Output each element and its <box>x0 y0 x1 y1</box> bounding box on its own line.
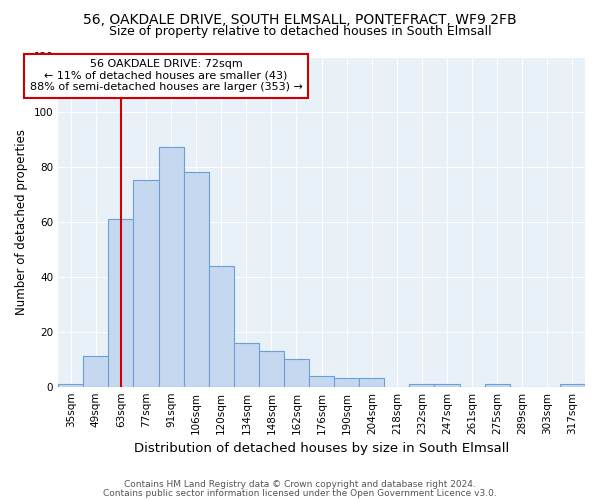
Text: 56 OAKDALE DRIVE: 72sqm
← 11% of detached houses are smaller (43)
88% of semi-de: 56 OAKDALE DRIVE: 72sqm ← 11% of detache… <box>29 59 302 92</box>
Bar <box>309 376 334 386</box>
Bar <box>158 148 184 386</box>
Bar <box>259 351 284 386</box>
Bar <box>560 384 585 386</box>
Bar <box>109 219 133 386</box>
Bar <box>284 359 309 386</box>
Bar <box>58 384 83 386</box>
Text: Contains public sector information licensed under the Open Government Licence v3: Contains public sector information licen… <box>103 488 497 498</box>
Bar <box>83 356 109 386</box>
Y-axis label: Number of detached properties: Number of detached properties <box>15 128 28 314</box>
Bar <box>485 384 510 386</box>
Bar <box>209 266 234 386</box>
Text: Contains HM Land Registry data © Crown copyright and database right 2024.: Contains HM Land Registry data © Crown c… <box>124 480 476 489</box>
Bar <box>234 342 259 386</box>
Bar <box>334 378 359 386</box>
Bar <box>434 384 460 386</box>
Text: Size of property relative to detached houses in South Elmsall: Size of property relative to detached ho… <box>109 25 491 38</box>
Bar <box>359 378 385 386</box>
Text: 56, OAKDALE DRIVE, SOUTH ELMSALL, PONTEFRACT, WF9 2FB: 56, OAKDALE DRIVE, SOUTH ELMSALL, PONTEF… <box>83 12 517 26</box>
Bar <box>409 384 434 386</box>
Bar <box>184 172 209 386</box>
Bar <box>133 180 158 386</box>
X-axis label: Distribution of detached houses by size in South Elmsall: Distribution of detached houses by size … <box>134 442 509 455</box>
